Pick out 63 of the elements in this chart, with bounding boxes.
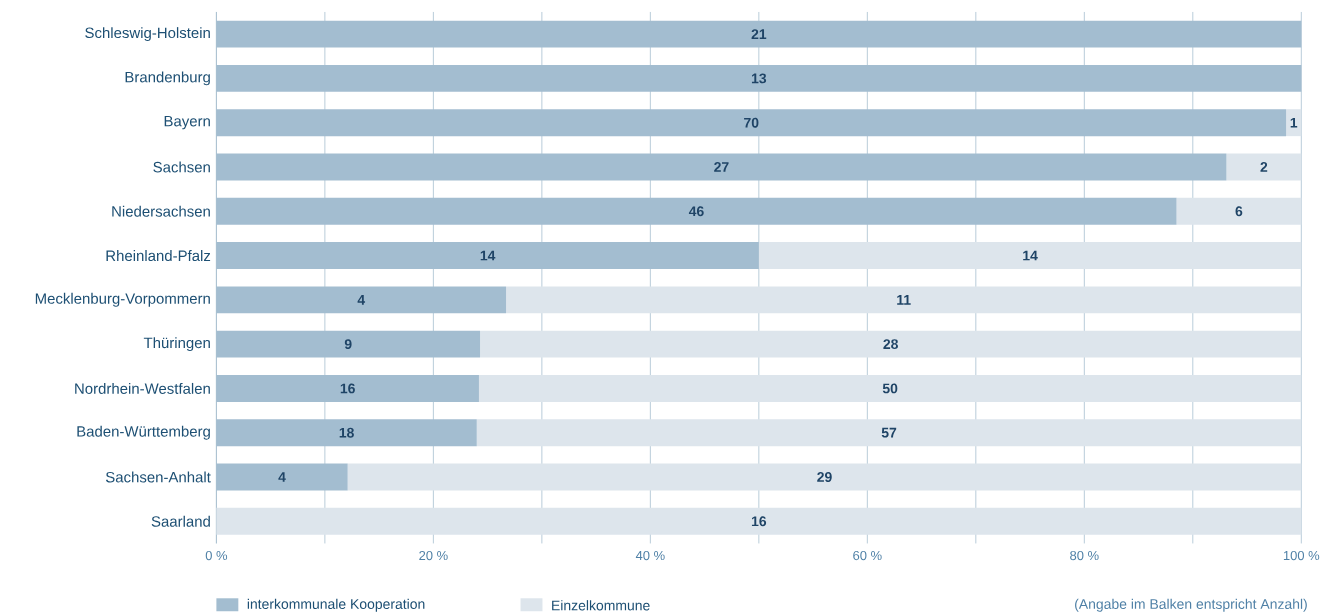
y-tick-label: Nordrhein-Westfalen: [75, 382, 210, 394]
y-tick-label: Schleswig-Holstein: [85, 27, 210, 41]
bar: [347, 463, 1302, 491]
bar: [506, 286, 1302, 314]
x-tick-label: 40 %: [635, 550, 665, 561]
annotation: 6: [1235, 206, 1243, 217]
y-tick-label: Brandenburg: [125, 71, 210, 86]
text: (Angabe im Balken entspricht Anzahl): [1075, 598, 1307, 612]
annotation: 50: [882, 383, 898, 394]
legend-label: Einzelkommune: [552, 600, 650, 611]
y-tick-label: Mecklenburg-Vorpommern: [35, 292, 210, 307]
annotation: 14: [480, 250, 496, 261]
annotation: 2: [1260, 161, 1268, 172]
y-tick-label: Niedersachsen: [112, 205, 210, 217]
bar: [216, 507, 1302, 535]
annotation: 4: [357, 294, 366, 305]
y-tick-label: Rheinland-Pfalz: [106, 249, 211, 261]
bar: [216, 197, 1177, 225]
annotation: 4: [278, 472, 286, 482]
annotation: 57: [881, 427, 897, 438]
y-tick-label: Sachsen-Anhalt: [105, 471, 211, 483]
annotation: 16: [751, 516, 767, 527]
legend-label: interkommunale Kooperation: [247, 598, 425, 612]
annotation: 18: [339, 427, 354, 438]
bar: [216, 20, 1302, 48]
annotation: 27: [714, 161, 729, 172]
y-tick-label: Baden-Württemberg: [77, 425, 210, 440]
y-tick-label: Bayern: [164, 115, 210, 130]
annotation: 29: [817, 471, 832, 482]
bar: [476, 419, 1302, 447]
annotation: 28: [883, 339, 898, 349]
y-tick-label: Saarland: [151, 515, 210, 527]
x-tick-label: 60 %: [853, 550, 882, 561]
x-tick-label: 0 %: [205, 550, 228, 561]
y-tick-label: Thüringen: [143, 337, 210, 351]
bar: [758, 241, 1302, 269]
annotation: 70: [744, 117, 759, 128]
x-tick-label: 80 %: [1070, 550, 1099, 561]
annotation: 46: [688, 206, 704, 217]
bar: [216, 374, 479, 402]
bar: [216, 286, 507, 314]
bar: [216, 330, 481, 358]
bar: [216, 64, 1302, 92]
y-tick-label: Sachsen: [153, 161, 210, 173]
bar: [1226, 153, 1302, 181]
bar: [216, 153, 1227, 181]
annotation: 11: [897, 294, 911, 305]
bar: [480, 330, 1302, 358]
bar: [216, 109, 1287, 137]
x-tick-label: 100 %: [1283, 550, 1320, 561]
annotation: 9: [344, 339, 352, 349]
annotation: 16: [340, 383, 355, 394]
annotation: 13: [751, 73, 767, 84]
bar: [216, 419, 477, 447]
annotation: 21: [751, 29, 767, 39]
bar: [478, 374, 1302, 402]
bar: [1176, 197, 1302, 225]
bar: [216, 241, 759, 269]
annotation: 1: [1290, 117, 1298, 128]
bar: [216, 463, 348, 491]
annotation: 14: [1023, 250, 1038, 261]
x-tick-label: 20 %: [419, 550, 448, 561]
bar: [1286, 109, 1302, 137]
